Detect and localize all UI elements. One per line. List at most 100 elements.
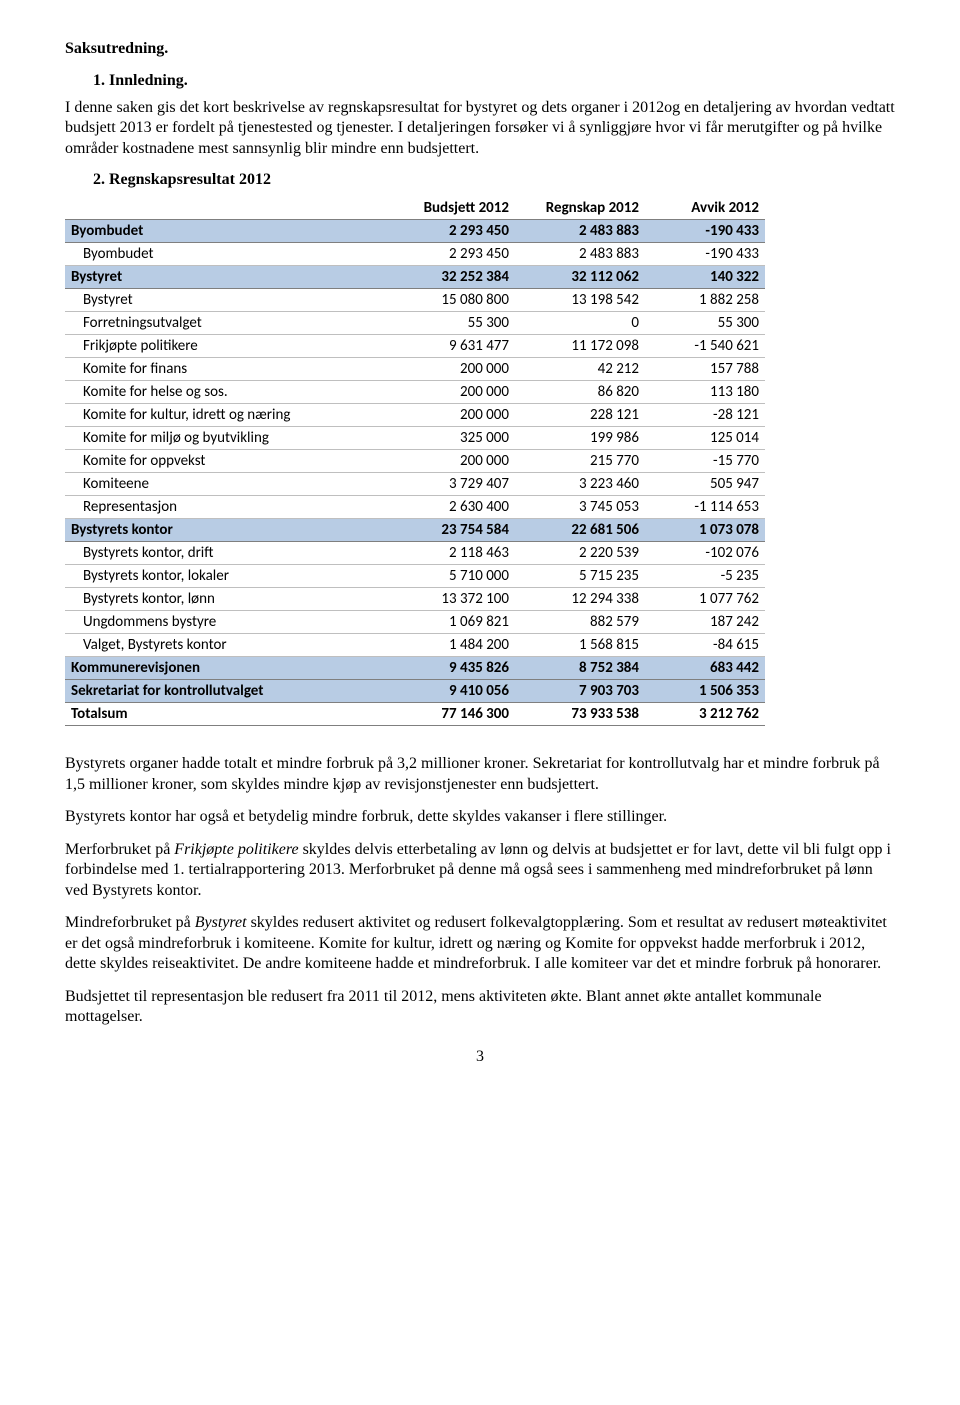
- row-variance: 140 322: [645, 266, 765, 289]
- row-variance: -15 770: [645, 450, 765, 473]
- row-variance: -1 114 653: [645, 496, 765, 519]
- narrative-p3: Merforbruket på Frikjøpte politikere sky…: [65, 840, 895, 901]
- row-budget: 13 372 100: [385, 588, 515, 611]
- row-actual: 3 223 460: [515, 473, 645, 496]
- table-row: Ungdommens bystyre1 069 821882 579187 24…: [65, 611, 765, 634]
- narrative-p3-em: Frikjøpte politikere: [174, 841, 298, 858]
- page-number: 3: [65, 1048, 895, 1066]
- row-actual: 12 294 338: [515, 588, 645, 611]
- row-budget: 55 300: [385, 312, 515, 335]
- row-budget: 15 080 800: [385, 289, 515, 312]
- doc-title: Saksutredning.: [65, 40, 895, 58]
- row-variance: 1 073 078: [645, 519, 765, 542]
- row-budget: 1 069 821: [385, 611, 515, 634]
- row-actual: 2 483 883: [515, 243, 645, 266]
- row-label: Kommunerevisjonen: [65, 657, 385, 680]
- section-1-text: I denne saken gis det kort beskrivelse a…: [65, 98, 895, 159]
- row-variance: 3 212 762: [645, 703, 765, 726]
- row-label: Komite for helse og sos.: [65, 381, 385, 404]
- table-row: Bystyrets kontor23 754 58422 681 5061 07…: [65, 519, 765, 542]
- document-page: Saksutredning. 1. Innledning. I denne sa…: [0, 0, 960, 1096]
- col-header-label: [65, 197, 385, 220]
- row-variance: 1 882 258: [645, 289, 765, 312]
- row-actual: 13 198 542: [515, 289, 645, 312]
- row-variance: -102 076: [645, 542, 765, 565]
- row-label: Byombudet: [65, 220, 385, 243]
- table-body: Byombudet2 293 4502 483 883-190 433Byomb…: [65, 220, 765, 726]
- row-actual: 5 715 235: [515, 565, 645, 588]
- row-variance: 1 077 762: [645, 588, 765, 611]
- table-row: Bystyret32 252 38432 112 062140 322: [65, 266, 765, 289]
- row-budget: 23 754 584: [385, 519, 515, 542]
- table-row: Komite for kultur, idrett og næring200 0…: [65, 404, 765, 427]
- table-row: Komiteene3 729 4073 223 460505 947: [65, 473, 765, 496]
- row-budget: 3 729 407: [385, 473, 515, 496]
- table-row: Totalsum77 146 30073 933 5383 212 762: [65, 703, 765, 726]
- row-actual: 882 579: [515, 611, 645, 634]
- narrative-p4a: Mindreforbruket på: [65, 914, 195, 931]
- row-budget: 2 118 463: [385, 542, 515, 565]
- table-row: Representasjon2 630 4003 745 053-1 114 6…: [65, 496, 765, 519]
- row-variance: 187 242: [645, 611, 765, 634]
- row-actual: 199 986: [515, 427, 645, 450]
- row-label: Bystyrets kontor, lokaler: [65, 565, 385, 588]
- row-variance: -28 121: [645, 404, 765, 427]
- row-budget: 200 000: [385, 358, 515, 381]
- row-label: Frikjøpte politikere: [65, 335, 385, 358]
- row-variance: 1 506 353: [645, 680, 765, 703]
- section-heading-2: 2. Regnskapsresultat 2012: [93, 171, 895, 189]
- row-actual: 22 681 506: [515, 519, 645, 542]
- row-budget: 200 000: [385, 381, 515, 404]
- row-budget: 32 252 384: [385, 266, 515, 289]
- row-label: Komite for kultur, idrett og næring: [65, 404, 385, 427]
- col-header-budget: Budsjett 2012: [385, 197, 515, 220]
- col-header-actual: Regnskap 2012: [515, 197, 645, 220]
- table-row: Kommunerevisjonen9 435 8268 752 384683 4…: [65, 657, 765, 680]
- table-row: Frikjøpte politikere9 631 47711 172 098-…: [65, 335, 765, 358]
- row-budget: 200 000: [385, 404, 515, 427]
- row-label: Valget, Bystyrets kontor: [65, 634, 385, 657]
- row-actual: 3 745 053: [515, 496, 645, 519]
- row-label: Komite for miljø og byutvikling: [65, 427, 385, 450]
- row-label: Komite for oppvekst: [65, 450, 385, 473]
- row-label: Byombudet: [65, 243, 385, 266]
- row-actual: 7 903 703: [515, 680, 645, 703]
- row-variance: -84 615: [645, 634, 765, 657]
- col-header-variance: Avvik 2012: [645, 197, 765, 220]
- table-row: Komite for helse og sos.200 00086 820113…: [65, 381, 765, 404]
- row-variance: 505 947: [645, 473, 765, 496]
- row-label: Bystyrets kontor: [65, 519, 385, 542]
- row-variance: -190 433: [645, 220, 765, 243]
- row-budget: 200 000: [385, 450, 515, 473]
- row-actual: 2 483 883: [515, 220, 645, 243]
- row-budget: 9 435 826: [385, 657, 515, 680]
- row-variance: -5 235: [645, 565, 765, 588]
- row-label: Komiteene: [65, 473, 385, 496]
- row-actual: 2 220 539: [515, 542, 645, 565]
- section-heading-1: 1. Innledning.: [93, 72, 895, 90]
- row-variance: 683 442: [645, 657, 765, 680]
- row-variance: -1 540 621: [645, 335, 765, 358]
- narrative-p3a: Merforbruket på: [65, 841, 174, 858]
- row-label: Komite for finans: [65, 358, 385, 381]
- table-row: Bystyret15 080 80013 198 5421 882 258: [65, 289, 765, 312]
- row-variance: 113 180: [645, 381, 765, 404]
- row-variance: 55 300: [645, 312, 765, 335]
- row-budget: 77 146 300: [385, 703, 515, 726]
- results-table: Budsjett 2012 Regnskap 2012 Avvik 2012 B…: [65, 197, 765, 726]
- table-row: Komite for miljø og byutvikling325 00019…: [65, 427, 765, 450]
- table-row: Byombudet2 293 4502 483 883-190 433: [65, 243, 765, 266]
- row-budget: 5 710 000: [385, 565, 515, 588]
- table-row: Bystyrets kontor, lønn13 372 10012 294 3…: [65, 588, 765, 611]
- row-actual: 42 212: [515, 358, 645, 381]
- table-row: Sekretariat for kontrollutvalget9 410 05…: [65, 680, 765, 703]
- table-row: Komite for finans200 00042 212157 788: [65, 358, 765, 381]
- row-budget: 2 630 400: [385, 496, 515, 519]
- row-actual: 0: [515, 312, 645, 335]
- row-actual: 11 172 098: [515, 335, 645, 358]
- row-actual: 73 933 538: [515, 703, 645, 726]
- table-row: Bystyrets kontor, drift2 118 4632 220 53…: [65, 542, 765, 565]
- row-budget: 9 410 056: [385, 680, 515, 703]
- row-actual: 1 568 815: [515, 634, 645, 657]
- row-budget: 325 000: [385, 427, 515, 450]
